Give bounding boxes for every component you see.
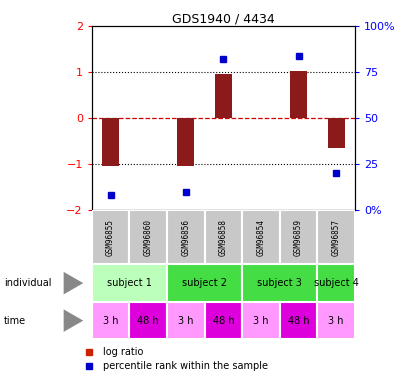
Bar	[242, 210, 280, 264]
Bar	[167, 302, 204, 339]
Text: GSM96859: GSM96859	[294, 219, 303, 256]
Text: 3 h: 3 h	[328, 316, 344, 326]
Bar	[177, 118, 194, 166]
Bar	[204, 210, 242, 264]
Bar	[317, 264, 355, 302]
Text: 3 h: 3 h	[103, 316, 118, 326]
Bar	[92, 264, 167, 302]
Bar	[129, 302, 167, 339]
Text: 48 h: 48 h	[288, 316, 309, 326]
Polygon shape	[64, 272, 83, 294]
Bar	[92, 302, 129, 339]
Polygon shape	[64, 309, 83, 332]
Bar	[317, 302, 355, 339]
Text: 48 h: 48 h	[137, 316, 159, 326]
Text: GSM96860: GSM96860	[144, 219, 153, 256]
Text: percentile rank within the sample: percentile rank within the sample	[103, 361, 268, 371]
Bar	[280, 210, 317, 264]
Bar	[92, 210, 129, 264]
Text: subject 1: subject 1	[107, 278, 152, 288]
Text: 48 h: 48 h	[213, 316, 234, 326]
Text: GSM96857: GSM96857	[332, 219, 341, 256]
Bar	[204, 302, 242, 339]
Text: GSM96855: GSM96855	[106, 219, 115, 256]
Text: 3 h: 3 h	[253, 316, 269, 326]
Bar	[242, 264, 317, 302]
Text: subject 4: subject 4	[314, 278, 359, 288]
Bar	[215, 74, 232, 118]
Bar	[280, 302, 317, 339]
Bar	[290, 71, 307, 118]
Text: individual: individual	[4, 278, 51, 288]
Bar	[242, 302, 280, 339]
Text: GSM96854: GSM96854	[257, 219, 266, 256]
Text: subject 2: subject 2	[182, 278, 227, 288]
Text: GSM96858: GSM96858	[219, 219, 228, 256]
Bar	[328, 118, 345, 148]
Bar	[102, 118, 119, 166]
Text: GSM96856: GSM96856	[181, 219, 190, 256]
Text: time: time	[4, 316, 26, 326]
Text: subject 3: subject 3	[257, 278, 302, 288]
Text: log ratio: log ratio	[103, 347, 143, 357]
Bar	[167, 210, 204, 264]
Bar	[129, 210, 167, 264]
Bar	[167, 264, 242, 302]
Text: 3 h: 3 h	[178, 316, 193, 326]
Bar	[317, 210, 355, 264]
Title: GDS1940 / 4434: GDS1940 / 4434	[172, 12, 275, 25]
